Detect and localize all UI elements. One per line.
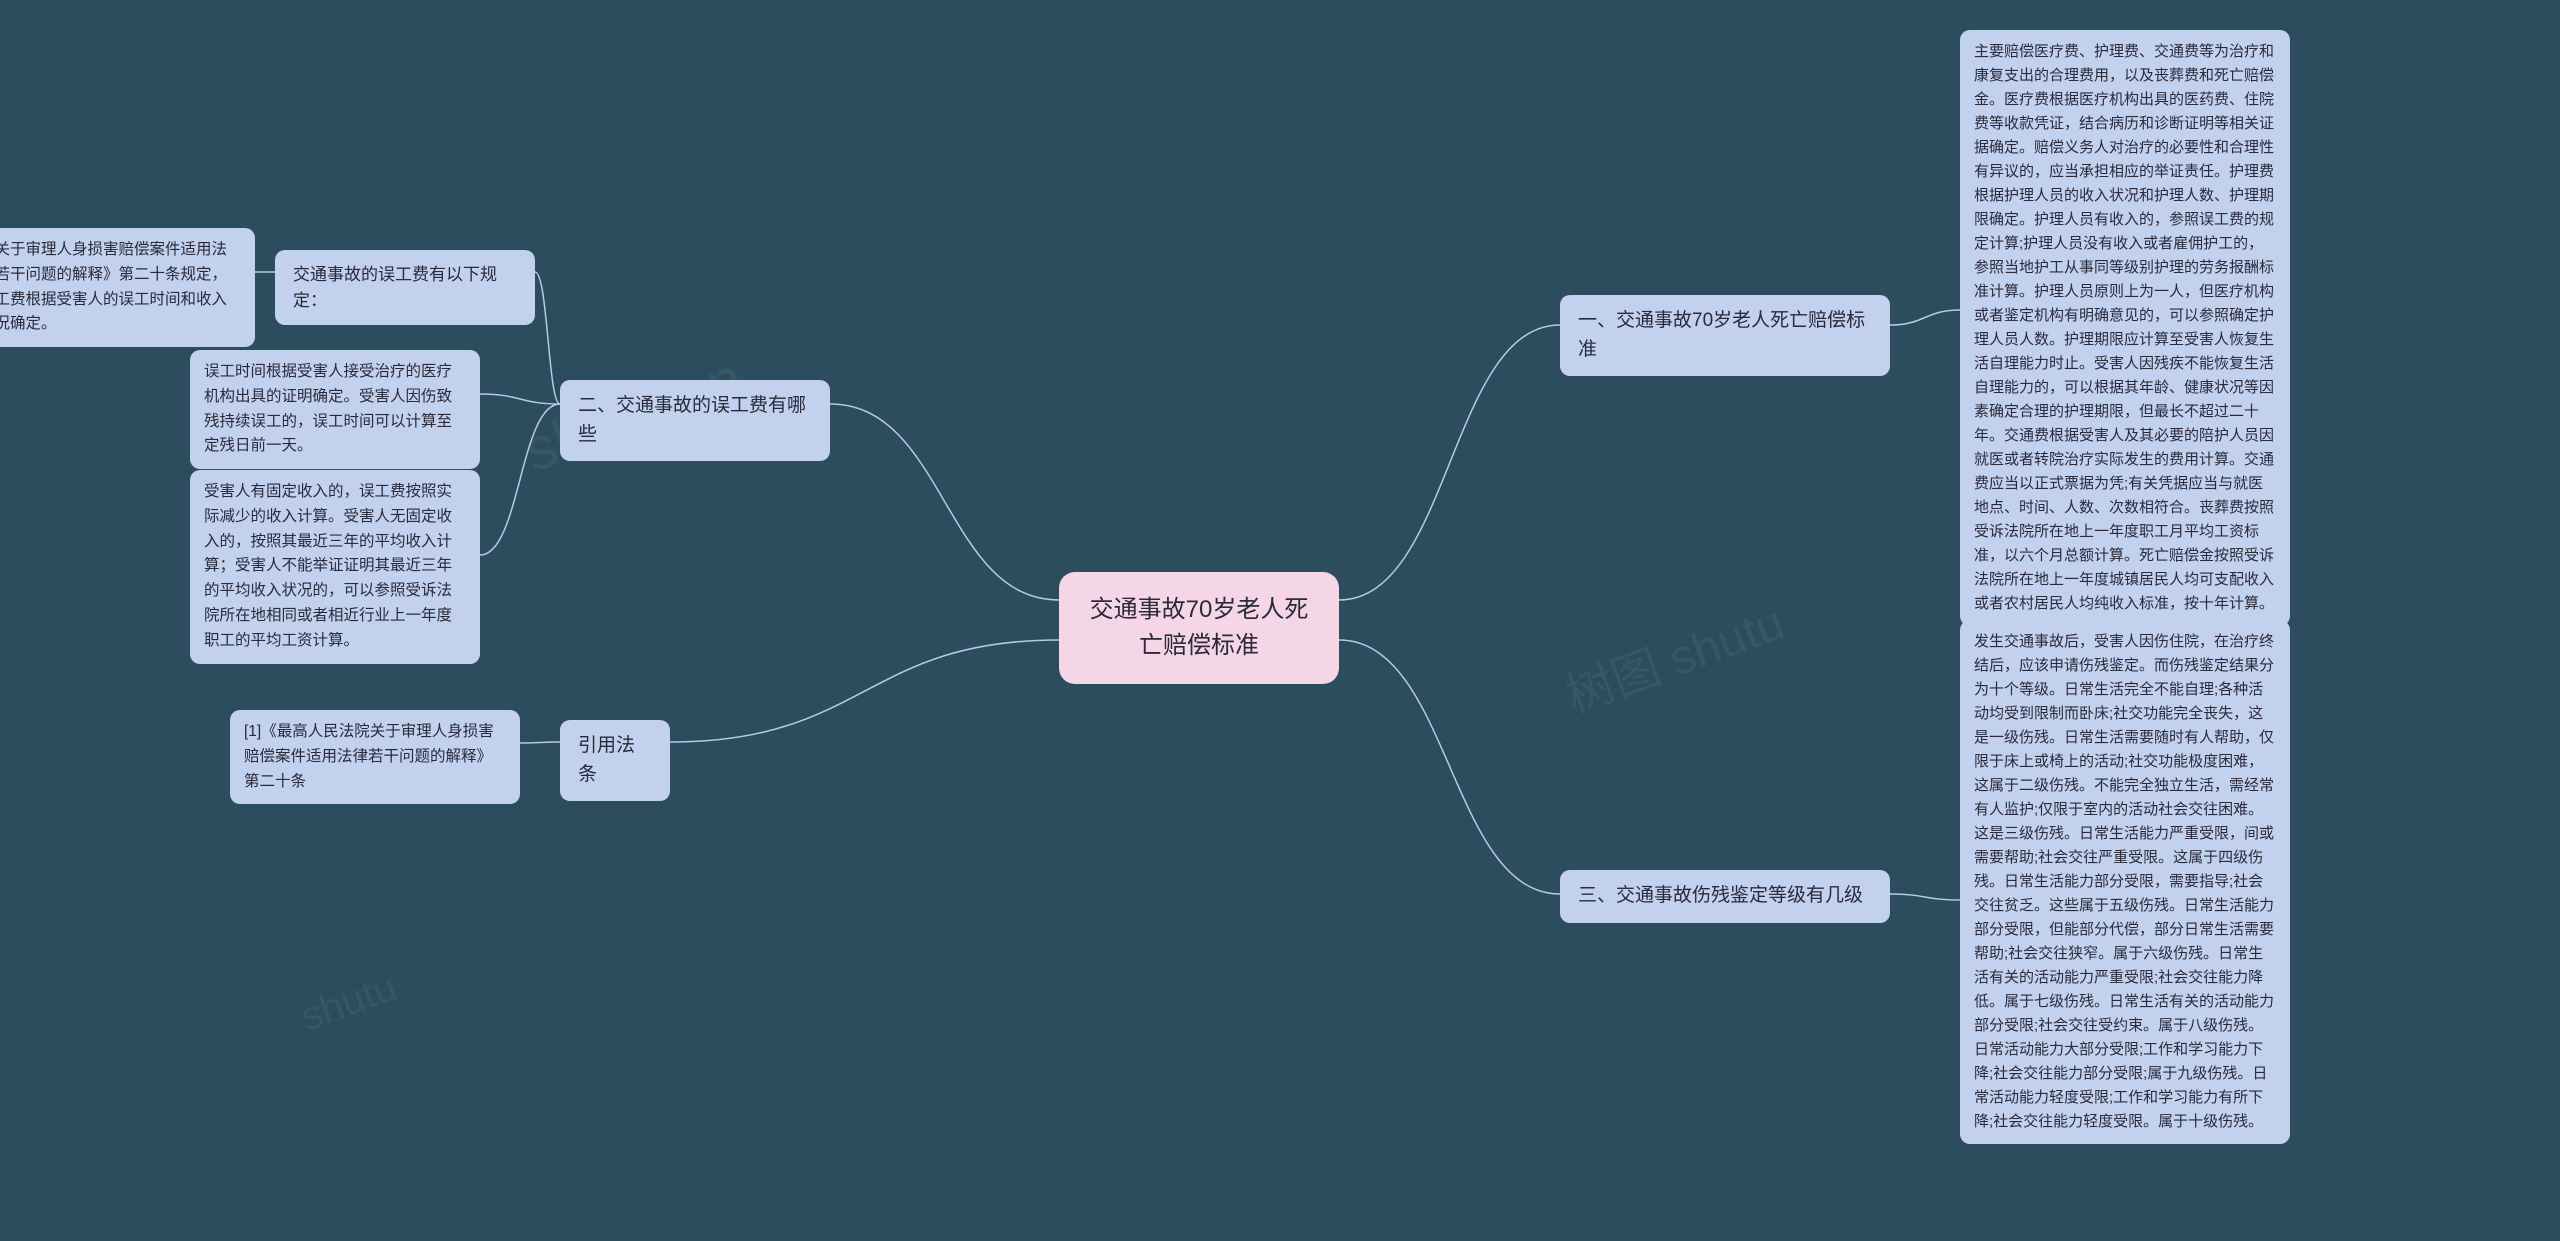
branch-right-1: 一、交通事故70岁老人死亡赔偿标准 — [1560, 295, 1890, 376]
branch-left-1: 二、交通事故的误工费有哪些 — [560, 380, 830, 461]
leaf-left-1-1: 《关于审理人身损害赔偿案件适用法律若干问题的解释》第二十条规定，误工费根据受害人… — [0, 228, 255, 347]
watermark: 树图 shutu — [1555, 583, 1792, 726]
branch-right-2: 三、交通事故伤残鉴定等级有几级 — [1560, 870, 1890, 923]
leaf-left-2-1: [1]《最高人民法院关于审理人身损害赔偿案件适用法律若干问题的解释》 第二十条 — [230, 710, 520, 804]
watermark: shutu — [295, 965, 402, 1041]
leaf-right-1-1: 主要赔偿医疗费、护理费、交通费等为治疗和康复支出的合理费用，以及丧葬费和死亡赔偿… — [1960, 30, 2290, 626]
root-node: 交通事故70岁老人死亡赔偿标准 — [1059, 572, 1339, 684]
branch-left-2: 引用法条 — [560, 720, 670, 801]
leaf-right-2-1: 发生交通事故后，受害人因伤住院，在治疗终结后，应该申请伤残鉴定。而伤残鉴定结果分… — [1960, 620, 2290, 1144]
leaf-left-1-2: 误工时间根据受害人接受治疗的医疗机构出具的证明确定。受害人因伤致残持续误工的，误… — [190, 350, 480, 469]
leaf-left-1-3: 受害人有固定收入的，误工费按照实际减少的收入计算。受害人无固定收入的，按照其最近… — [190, 470, 480, 664]
leaf-left-1-1-label: 交通事故的误工费有以下规定： — [275, 250, 535, 325]
